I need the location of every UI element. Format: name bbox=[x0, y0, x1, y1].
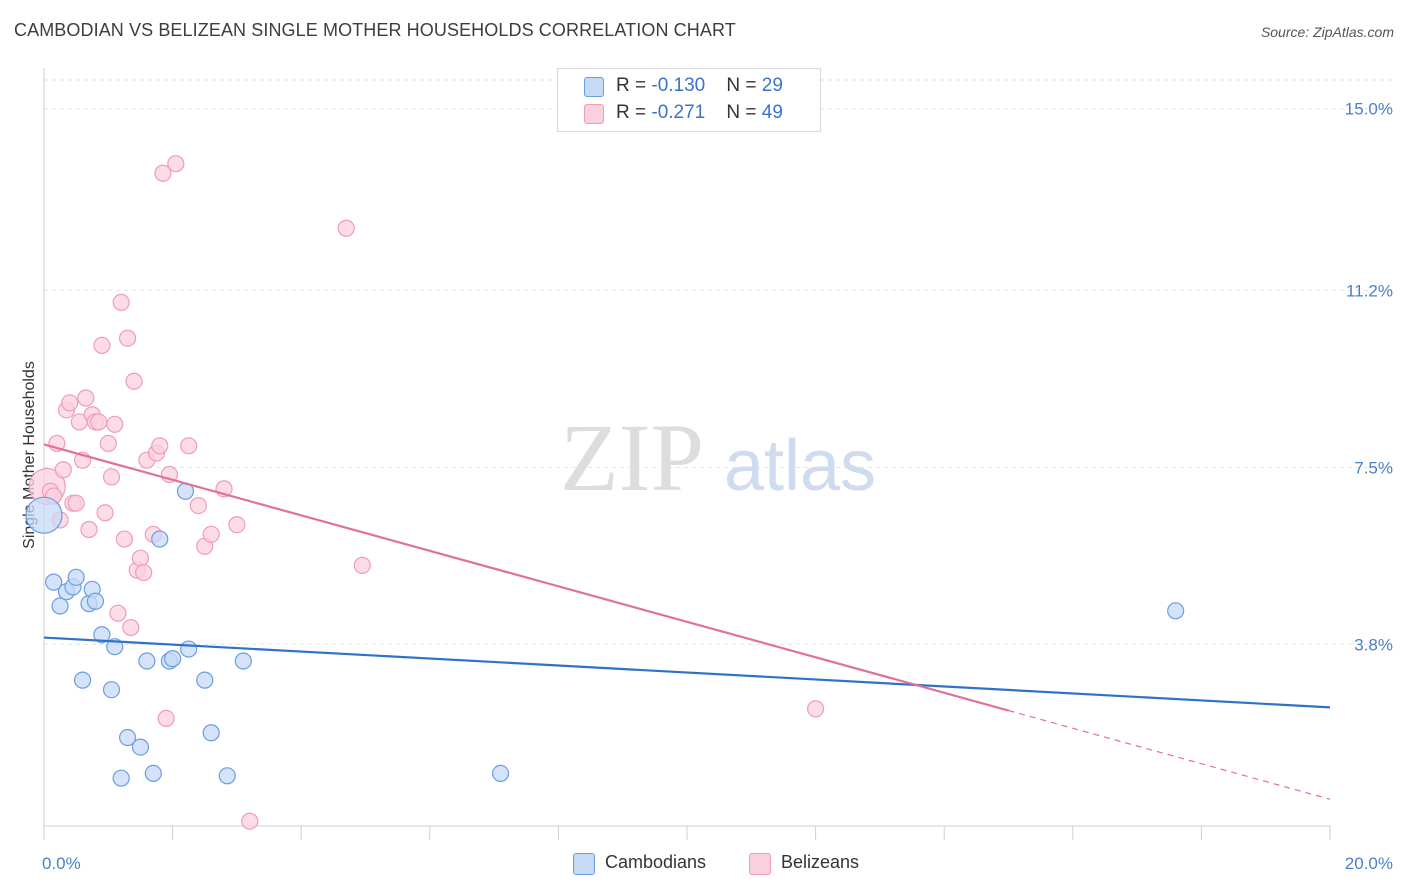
belizean-point-39 bbox=[189, 497, 207, 515]
belizean-point-16 bbox=[93, 336, 111, 355]
belizean-point-12 bbox=[80, 520, 98, 539]
x-tick-label-1: 20.0% bbox=[1345, 854, 1393, 873]
legend-swatch-belizeans bbox=[584, 104, 604, 124]
y-tick-label-3: 15.0% bbox=[1345, 100, 1393, 119]
cambodian-point-25 bbox=[234, 652, 252, 670]
cambodian-point-22 bbox=[196, 671, 214, 689]
bottom-legend-swatch-belizeans bbox=[749, 853, 771, 875]
cambodian-point-13 bbox=[118, 728, 137, 747]
belizean-point-19 bbox=[102, 468, 121, 486]
cambodian-point-1 bbox=[45, 573, 63, 591]
legend-r-value-belizeans: -0.271 bbox=[651, 102, 706, 123]
bottom-legend-swatch-cambodians bbox=[573, 853, 595, 875]
y-tick-label-2: 11.2% bbox=[1346, 281, 1393, 300]
belizean-point-38 bbox=[180, 437, 198, 455]
cambodian-point-20 bbox=[164, 650, 182, 668]
cambodian-point-16 bbox=[138, 652, 156, 670]
belizean-point-24 bbox=[118, 329, 137, 347]
belizean-point-46 bbox=[353, 556, 371, 574]
belizean-point-23 bbox=[115, 530, 133, 548]
y-tick-label-0: 3.8% bbox=[1354, 635, 1393, 654]
legend-r-value-cambodians: -0.130 bbox=[651, 75, 706, 96]
belizean-point-20 bbox=[106, 415, 124, 433]
cambodian-point-2 bbox=[51, 597, 69, 615]
belizeans-points bbox=[28, 155, 825, 830]
cambodian-point-6 bbox=[73, 671, 92, 689]
gridlines bbox=[44, 79, 1392, 645]
correlation-legend: R = -0.130 N = 29 R = -0.271 N = 49 bbox=[557, 68, 821, 132]
belizean-point-4 bbox=[54, 461, 72, 479]
cambodian-point-24 bbox=[218, 767, 236, 785]
legend-n-value-cambodians: 29 bbox=[761, 75, 783, 96]
source-label: Source: ZipAtlas.com bbox=[1260, 24, 1394, 40]
belizean-point-28 bbox=[131, 549, 150, 567]
belizean-point-41 bbox=[202, 525, 220, 543]
belizean-point-26 bbox=[125, 372, 143, 390]
cambodian-point-26 bbox=[491, 764, 510, 782]
legend-swatch-cambodians bbox=[584, 77, 604, 97]
belizean-point-17 bbox=[96, 504, 114, 522]
bottom-legend-label-belizeans: Belizeans bbox=[781, 852, 860, 872]
x-tick-labels: 0.0% 20.0% bbox=[42, 854, 1393, 873]
cambodian-point-11 bbox=[102, 681, 121, 699]
cambodian-point-18 bbox=[151, 530, 169, 548]
belizean-point-34 bbox=[154, 164, 172, 182]
belizean-point-47 bbox=[806, 700, 825, 718]
y-tick-labels: 3.8% 7.5% 11.2% 15.0% bbox=[1345, 100, 1393, 655]
cambodian-point-0 bbox=[25, 496, 63, 534]
cambodians-points bbox=[25, 482, 1185, 787]
watermark-zip: ZIP bbox=[560, 404, 704, 511]
belizean-point-15 bbox=[90, 413, 108, 431]
belizean-point-18 bbox=[99, 434, 117, 453]
belizean-point-6 bbox=[61, 394, 79, 412]
belizean-point-37 bbox=[167, 155, 185, 173]
belizean-point-35 bbox=[157, 709, 175, 728]
belizean-point-43 bbox=[228, 516, 246, 534]
legend-r-label: R = bbox=[616, 75, 652, 96]
cambodian-point-27 bbox=[1167, 602, 1185, 620]
cambodian-point-28 bbox=[180, 640, 198, 658]
trend-line-cambodians bbox=[43, 636, 1331, 709]
bottom-legend-label-cambodians: Cambodians bbox=[605, 852, 707, 872]
legend-n-label: N = bbox=[726, 102, 762, 123]
belizean-point-22 bbox=[112, 293, 130, 311]
cambodian-point-23 bbox=[202, 724, 220, 742]
legend-n-label: N = bbox=[726, 75, 762, 96]
legend-text-cambodians: R = -0.130 N = 29 bbox=[616, 75, 783, 97]
axes bbox=[43, 68, 1331, 840]
belizean-point-21 bbox=[109, 604, 127, 622]
cambodian-point-10 bbox=[93, 626, 111, 644]
belizean-point-33 bbox=[151, 437, 169, 455]
cambodian-point-17 bbox=[144, 764, 162, 782]
trend-line-belizeans-extension bbox=[1008, 709, 1331, 800]
legend-text-belizeans: R = -0.271 N = 49 bbox=[616, 102, 783, 124]
chart-title: CAMBODIAN VS BELIZEAN SINGLE MOTHER HOUS… bbox=[14, 20, 736, 40]
trend-lines bbox=[43, 443, 1331, 800]
cambodian-point-9 bbox=[86, 592, 105, 610]
legend-n-value-belizeans: 49 bbox=[761, 102, 783, 123]
watermark-atlas: atlas bbox=[724, 426, 876, 506]
trend-line-belizeans bbox=[43, 443, 1009, 712]
belizean-point-25 bbox=[122, 618, 140, 637]
belizean-point-29 bbox=[135, 563, 153, 582]
cambodian-point-15 bbox=[131, 738, 150, 756]
x-tick-label-0: 0.0% bbox=[42, 854, 81, 873]
belizean-point-11 bbox=[77, 389, 95, 407]
belizean-point-45 bbox=[337, 219, 355, 237]
belizean-point-8 bbox=[67, 494, 85, 512]
legend-r-label: R = bbox=[616, 102, 652, 123]
cambodian-point-5 bbox=[67, 568, 85, 586]
y-tick-label-1: 7.5% bbox=[1354, 458, 1393, 477]
cambodian-point-14 bbox=[112, 769, 130, 787]
belizean-point-44 bbox=[241, 812, 259, 830]
